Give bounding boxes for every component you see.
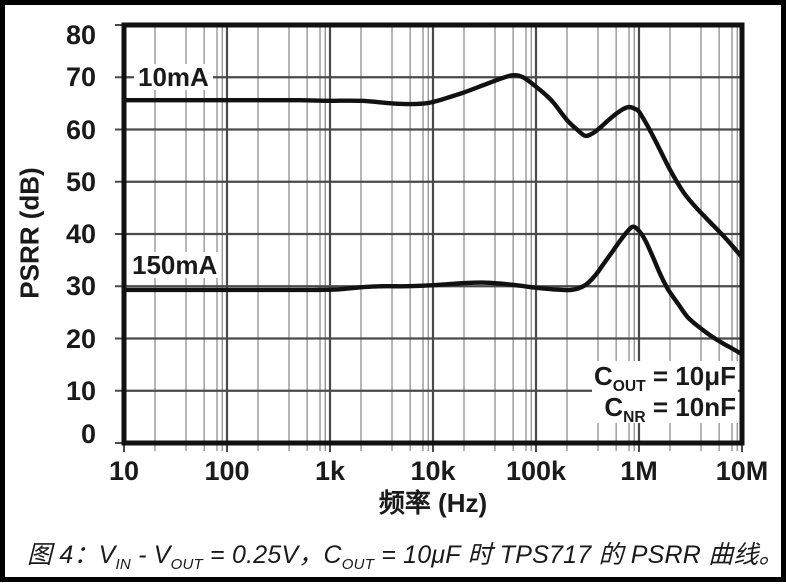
curve-label-10mA: 10mA: [134, 64, 213, 90]
figure-caption: 图 4：VIN - VOUT = 0.25V，COUT = 10μF 时 TPS…: [27, 541, 784, 573]
x-tick-label: 100k: [505, 456, 567, 486]
y-tick-label: 20: [65, 323, 96, 354]
y-tick-label: 10: [65, 375, 96, 406]
curve-10mA: [121, 72, 745, 260]
y-tick-label: 50: [65, 166, 96, 197]
x-tick-label: 10: [108, 456, 140, 486]
annotation-line-cnr: CNR = 10nF: [604, 392, 736, 427]
annotation-line-cout: COUT = 10μF: [593, 361, 736, 396]
y-tick-label: 60: [65, 114, 96, 145]
x-tick-label: 1M: [620, 456, 658, 486]
curve-label-150mA: 150mA: [128, 252, 222, 278]
y-axis-title: PSRR (dB): [14, 167, 45, 299]
x-tick-label: 100: [204, 456, 250, 486]
x-tick-label: 10k: [410, 456, 456, 486]
y-tick-label: 70: [65, 62, 96, 93]
x-tick-label: 10M: [715, 456, 769, 486]
y-tick-label: 0: [80, 419, 96, 449]
y-tick-label: 30: [65, 271, 96, 302]
x-tick-label: 1k: [314, 456, 346, 486]
curve-150mA: [121, 224, 745, 357]
x-axis-title: 频率 (Hz): [378, 488, 488, 518]
plot-frame: [121, 22, 745, 446]
y-tick-label: 80: [65, 20, 96, 50]
test-conditions-annotation: COUT = 10μF CNR = 10nF: [591, 361, 738, 427]
y-tick-label: 40: [65, 219, 96, 249]
